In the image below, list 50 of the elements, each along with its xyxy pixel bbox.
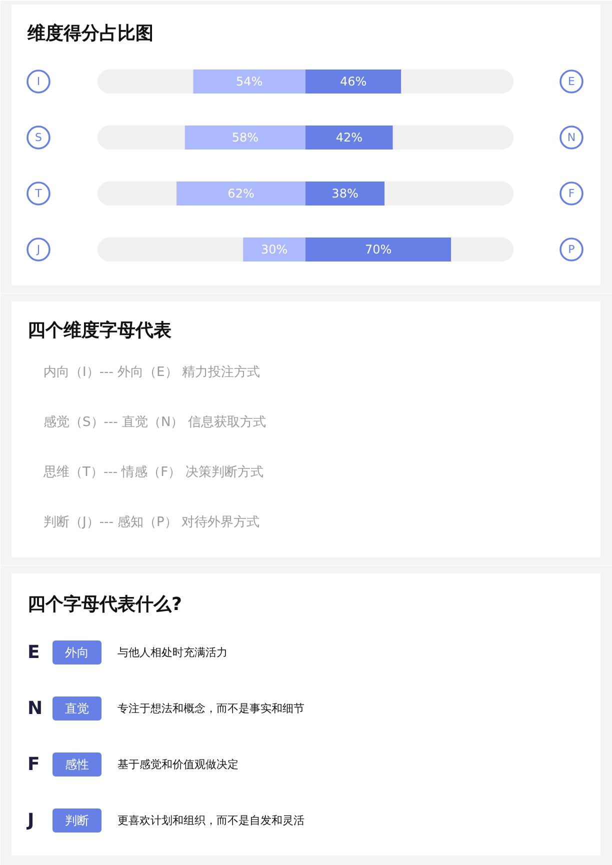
data-label: 54% [236,74,263,88]
category-label: F [28,754,40,775]
bar [184,126,306,150]
y-tick-label: I [36,75,40,88]
bar [306,238,452,262]
data-label: 58% [232,130,259,144]
bar [98,238,244,262]
text: 四个维度字母代表 [28,320,172,341]
text: 判断 [65,814,89,828]
text: 更喜欢计划和组织，而不是自发和灵活 [118,814,304,827]
bar [392,126,514,150]
text: 与他人相处时充满活力 [118,646,228,659]
y-tick-label: S [35,131,42,144]
text: 感觉（S）--- 直觉（N） 信息获取方式 [44,414,266,430]
data-label: 42% [336,130,363,144]
category-label: E [28,642,40,663]
text: 思维（T）--- 情感（F） 决策判断方式 [42,464,264,480]
y2-tick-label: P [568,243,576,256]
bar [98,182,177,206]
data-label: 46% [340,74,367,88]
bar [306,70,402,94]
text: 外向 [65,646,89,660]
data-label: 30% [260,242,288,256]
bar [176,182,306,206]
text: 专注于想法和概念，而不是事实和细节 [118,702,304,715]
y-tick-label: J [36,243,40,256]
category-label: N [28,698,43,719]
y2-tick-label: F [568,187,575,200]
bar [306,182,385,206]
y2-tick-label: N [567,131,576,144]
text: 四个字母代表什么? [28,594,182,615]
data-label: 38% [332,186,358,200]
bar [401,70,514,94]
text: 直觉 [65,702,89,716]
text: 内向（I）--- 外向（E） 精力投注方式 [44,364,260,380]
bar [243,238,306,262]
data-label: 70% [364,242,392,256]
bar [98,126,185,150]
text: 判断（J）--- 感知（P） 对待外界方式 [44,514,260,530]
bar [384,182,514,206]
data-label: 62% [228,186,254,200]
bar [193,70,306,94]
bar [98,70,194,94]
y-tick-label: T [34,187,42,200]
text: 感性 [65,758,89,772]
bar [451,238,514,262]
bar [306,126,393,150]
text: 基于感觉和价值观做决定 [118,758,238,771]
chart-title: 维度得分占比图 [26,23,154,44]
y2-tick-label: E [568,75,576,88]
